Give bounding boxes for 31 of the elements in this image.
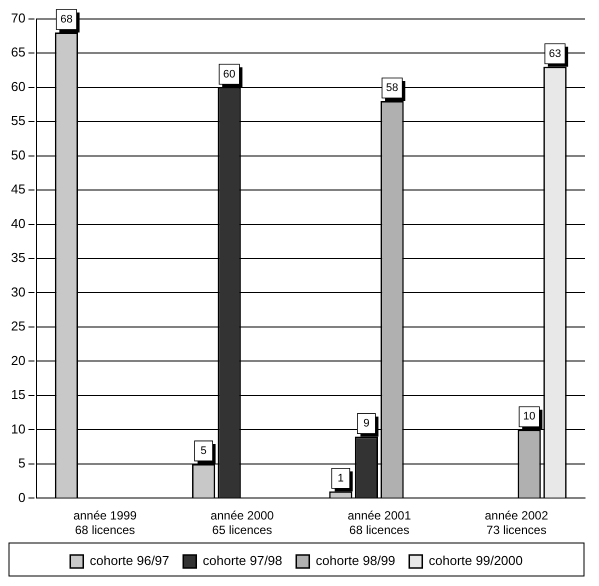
x-tick-label: année 1999 68 licences xyxy=(73,508,138,538)
data-label: 1 xyxy=(338,472,344,484)
data-label: 60 xyxy=(223,68,236,80)
data-label: 10 xyxy=(523,410,536,423)
y-tick-label: 60 xyxy=(10,78,26,94)
y-tick-label: 35 xyxy=(10,250,26,266)
x-tick-label: année 2001 68 licences xyxy=(348,508,412,538)
y-tick-label: 45 xyxy=(10,182,26,197)
y-tick-label: 0 xyxy=(18,490,26,505)
y-tick-label: 50 xyxy=(10,147,26,162)
y-tick-label: 55 xyxy=(10,113,26,128)
x-tick-label: année 2002 73 licences xyxy=(484,508,548,538)
data-label: 58 xyxy=(386,82,398,94)
y-tick-label: 25 xyxy=(10,318,26,334)
y-tick-label: 70 xyxy=(10,10,26,26)
y-tick-label: 10 xyxy=(10,421,26,436)
data-label: 68 xyxy=(60,14,73,26)
legend-label: cohorte 97/98 xyxy=(202,553,282,568)
data-label: 5 xyxy=(200,444,207,457)
y-tick-label: 40 xyxy=(10,216,26,231)
legend-label: cohorte 98/99 xyxy=(316,553,396,568)
data-label: 63 xyxy=(548,48,562,60)
x-tick-label: année 2000 65 licences xyxy=(210,508,274,538)
legend-label: cohorte 99/2000 xyxy=(428,553,523,568)
y-tick-label: 20 xyxy=(10,352,26,368)
y-tick-label: 15 xyxy=(10,387,26,402)
y-tick-label: 5 xyxy=(18,456,26,471)
data-label: 9 xyxy=(363,418,370,430)
legend-label: cohorte 96/97 xyxy=(90,553,170,568)
y-tick-label: 65 xyxy=(10,44,26,60)
y-tick-label: 30 xyxy=(10,284,26,300)
